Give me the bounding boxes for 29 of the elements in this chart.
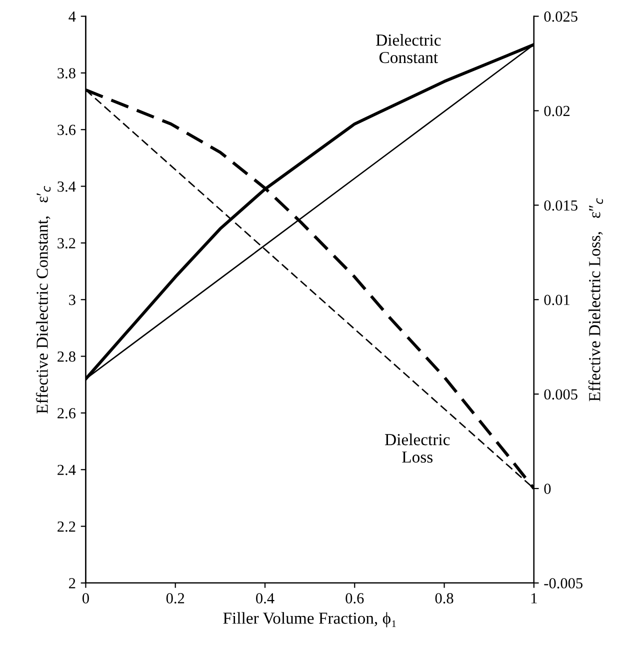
- y2-tick-label: 0.02: [544, 106, 570, 116]
- annotation: Dielectric Constant: [376, 34, 441, 64]
- y-tick-label: 2.2: [58, 521, 76, 532]
- y2-tick-label: 0.005: [544, 389, 578, 400]
- y-tick-label: 4: [68, 12, 76, 22]
- y2-tick-label: -0.005: [544, 578, 582, 588]
- y-tick-label: 2: [69, 578, 76, 588]
- y-tick-label: 2.8: [58, 351, 76, 362]
- y-tick-label: 2.6: [58, 408, 76, 418]
- x-tick-label: 0.8: [435, 593, 454, 604]
- x-axis-title: Filler Volume Fraction, ϕ₁: [223, 612, 396, 628]
- x-tick-label: 0.6: [346, 593, 364, 604]
- y2-tick-label: 0: [544, 484, 551, 494]
- y2-tick-label: 0.025: [544, 11, 578, 22]
- y-axis-title: Effective Dielectric Constant, ε′$_{c}$: [36, 186, 51, 414]
- y-tick-label: 3.2: [58, 238, 76, 248]
- y2-axis-title: Effective Dielectric Loss, ε″$_{c}$: [588, 198, 604, 402]
- x-tick-label: 1: [531, 593, 537, 604]
- y-tick-label: 3.6: [58, 124, 76, 136]
- y-tick-label: 3: [69, 294, 76, 306]
- x-tick-label: 0: [82, 593, 89, 604]
- y-tick-label: 3.4: [58, 181, 76, 192]
- x-tick-label: 0.2: [166, 593, 184, 604]
- y2-tick-label: 0.01: [544, 294, 570, 306]
- y2-tick-label: 0.015: [544, 200, 578, 211]
- x-tick-label: 0.4: [256, 593, 274, 604]
- y-tick-label: 2.4: [58, 464, 76, 476]
- annotation: Dielectric Loss: [385, 434, 450, 463]
- y-tick-label: 3.8: [58, 68, 76, 78]
